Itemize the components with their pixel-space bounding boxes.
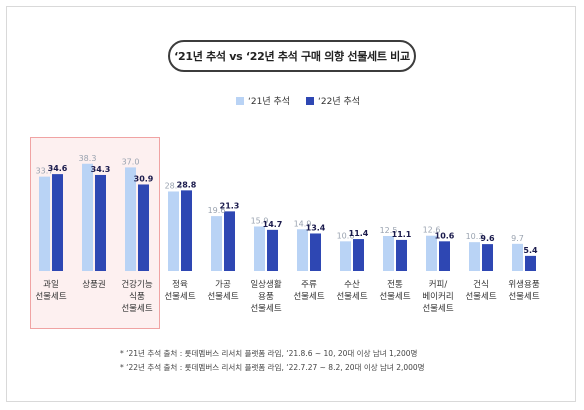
legend: ‘21년 추석 ‘22년 추석 [236, 94, 360, 107]
value-label-2021-11: 9.7 [511, 234, 524, 243]
legend-swatch-2022 [306, 96, 315, 105]
legend-label-2021: ‘21년 추석 [248, 97, 291, 107]
category-label-2-0: 건강기능 [121, 279, 152, 290]
bar-2021-7 [340, 241, 351, 271]
value-label-2021-0: 33.7 [36, 167, 54, 176]
value-label-2022-4: 21.3 [220, 201, 240, 210]
legend-item-2022: ‘22년 추석 [306, 94, 360, 107]
value-label-2022-5: 14.7 [263, 220, 283, 229]
value-label-2021-2: 37.0 [122, 157, 140, 166]
value-label-2021-7: 10.6 [337, 231, 355, 240]
bar-2022-2 [138, 184, 149, 271]
value-label-2022-0: 34.6 [48, 164, 68, 173]
category-label-7-1: 선물세트 [336, 292, 367, 302]
bar-2021-6 [297, 229, 308, 271]
value-label-2022-7: 11.4 [349, 229, 369, 238]
bar-2021-1 [82, 163, 93, 271]
bar-2022-1 [95, 174, 106, 271]
bar-2022-7 [353, 239, 364, 271]
source-note-2021: * ‘21년 추석 출처 : 롯데멤버스 리서치 플랫폼 라임, ‘21.8.6… [120, 349, 418, 358]
bar-2022-3 [181, 190, 192, 271]
category-label-3-1: 선물세트 [164, 292, 195, 302]
bar-2021-10 [469, 242, 480, 271]
value-label-2022-8: 11.1 [392, 230, 412, 239]
category-label-11-0: 위생용품 [508, 279, 539, 290]
category-label-8-1: 선물세트 [379, 292, 410, 302]
bar-2021-8 [383, 236, 394, 271]
bar-2021-4 [211, 216, 222, 271]
category-label-7-0: 수산 [344, 279, 360, 290]
category-label-9-1: 베이커리 [422, 291, 453, 302]
bar-2022-0 [52, 174, 63, 271]
category-label-0-1: 선물세트 [35, 292, 66, 302]
value-label-2022-6: 13.4 [306, 223, 326, 232]
chart-title: ‘21년 추석 vs ‘22년 추석 구매 의향 선물세트 비교 [168, 40, 416, 72]
category-label-0-0: 과일 [43, 280, 59, 290]
category-label-2-1: 식품 [129, 292, 145, 302]
value-label-2021-6: 14.9 [294, 219, 312, 228]
legend-label-2022: ‘22년 추석 [318, 97, 361, 107]
category-label-3-0: 정육 [172, 279, 188, 290]
legend-item-2021: ‘21년 추석 [236, 94, 290, 107]
value-label-2022-2: 30.9 [134, 174, 154, 183]
category-label-10-0: 건식 [473, 279, 489, 290]
value-label-2021-1: 38.3 [79, 154, 97, 163]
category-label-5-1: 용품 [258, 292, 274, 302]
category-label-1-0: 상품권 [82, 279, 105, 290]
bar-2022-5 [267, 229, 278, 271]
bar-2021-11 [512, 243, 523, 271]
value-label-2021-3: 28.4 [165, 181, 183, 190]
category-label-10-1: 선물세트 [465, 292, 496, 302]
source-note-2022: * ‘22년 추석 출처 : 롯데멤버스 리서치 플랫폼 라임, ‘22.7.2… [120, 363, 425, 372]
value-label-2021-4: 19.6 [208, 206, 226, 215]
bar-2022-9 [439, 241, 450, 271]
bar-2021-0 [39, 176, 50, 271]
value-label-2021-10: 10.3 [466, 232, 484, 241]
bar-2022-10 [482, 244, 493, 271]
value-label-2021-8: 12.5 [380, 226, 398, 235]
source-notes: * ‘21년 추석 출처 : 롯데멤버스 리서치 플랫폼 라임, ‘21.8.6… [120, 347, 425, 375]
value-label-2021-5: 15.9 [251, 216, 269, 225]
bar-2022-6 [310, 233, 321, 271]
value-label-2021-9: 12.6 [423, 226, 441, 235]
value-label-2022-11: 5.4 [523, 246, 538, 255]
category-label-9-2: 선물세트 [422, 304, 453, 314]
bar-2021-5 [254, 226, 265, 271]
bar-2021-9 [426, 235, 437, 271]
bar-2022-11 [525, 255, 536, 271]
bar-2022-8 [396, 239, 407, 271]
value-label-2022-1: 34.3 [91, 165, 111, 174]
category-label-2-2: 선물세트 [121, 304, 152, 314]
value-label-2022-3: 28.8 [177, 180, 197, 189]
bar-2021-3 [168, 191, 179, 271]
category-label-8-0: 전통 [387, 279, 403, 290]
bar-2022-4 [224, 211, 235, 271]
category-label-6-1: 선물세트 [293, 292, 324, 302]
legend-swatch-2021 [236, 96, 244, 105]
category-label-6-0: 주류 [301, 280, 317, 290]
value-label-2022-9: 10.6 [435, 231, 455, 240]
category-label-4-1: 선물세트 [207, 292, 238, 302]
category-label-11-1: 선물세트 [508, 292, 539, 302]
category-label-5-0: 일상생활 [250, 279, 281, 290]
category-label-9-0: 커피/ [429, 280, 448, 290]
value-label-2022-10: 9.6 [480, 234, 495, 243]
category-label-4-0: 가공 [215, 280, 231, 290]
bar-2021-2 [125, 167, 136, 271]
category-label-5-2: 선물세트 [250, 304, 281, 314]
